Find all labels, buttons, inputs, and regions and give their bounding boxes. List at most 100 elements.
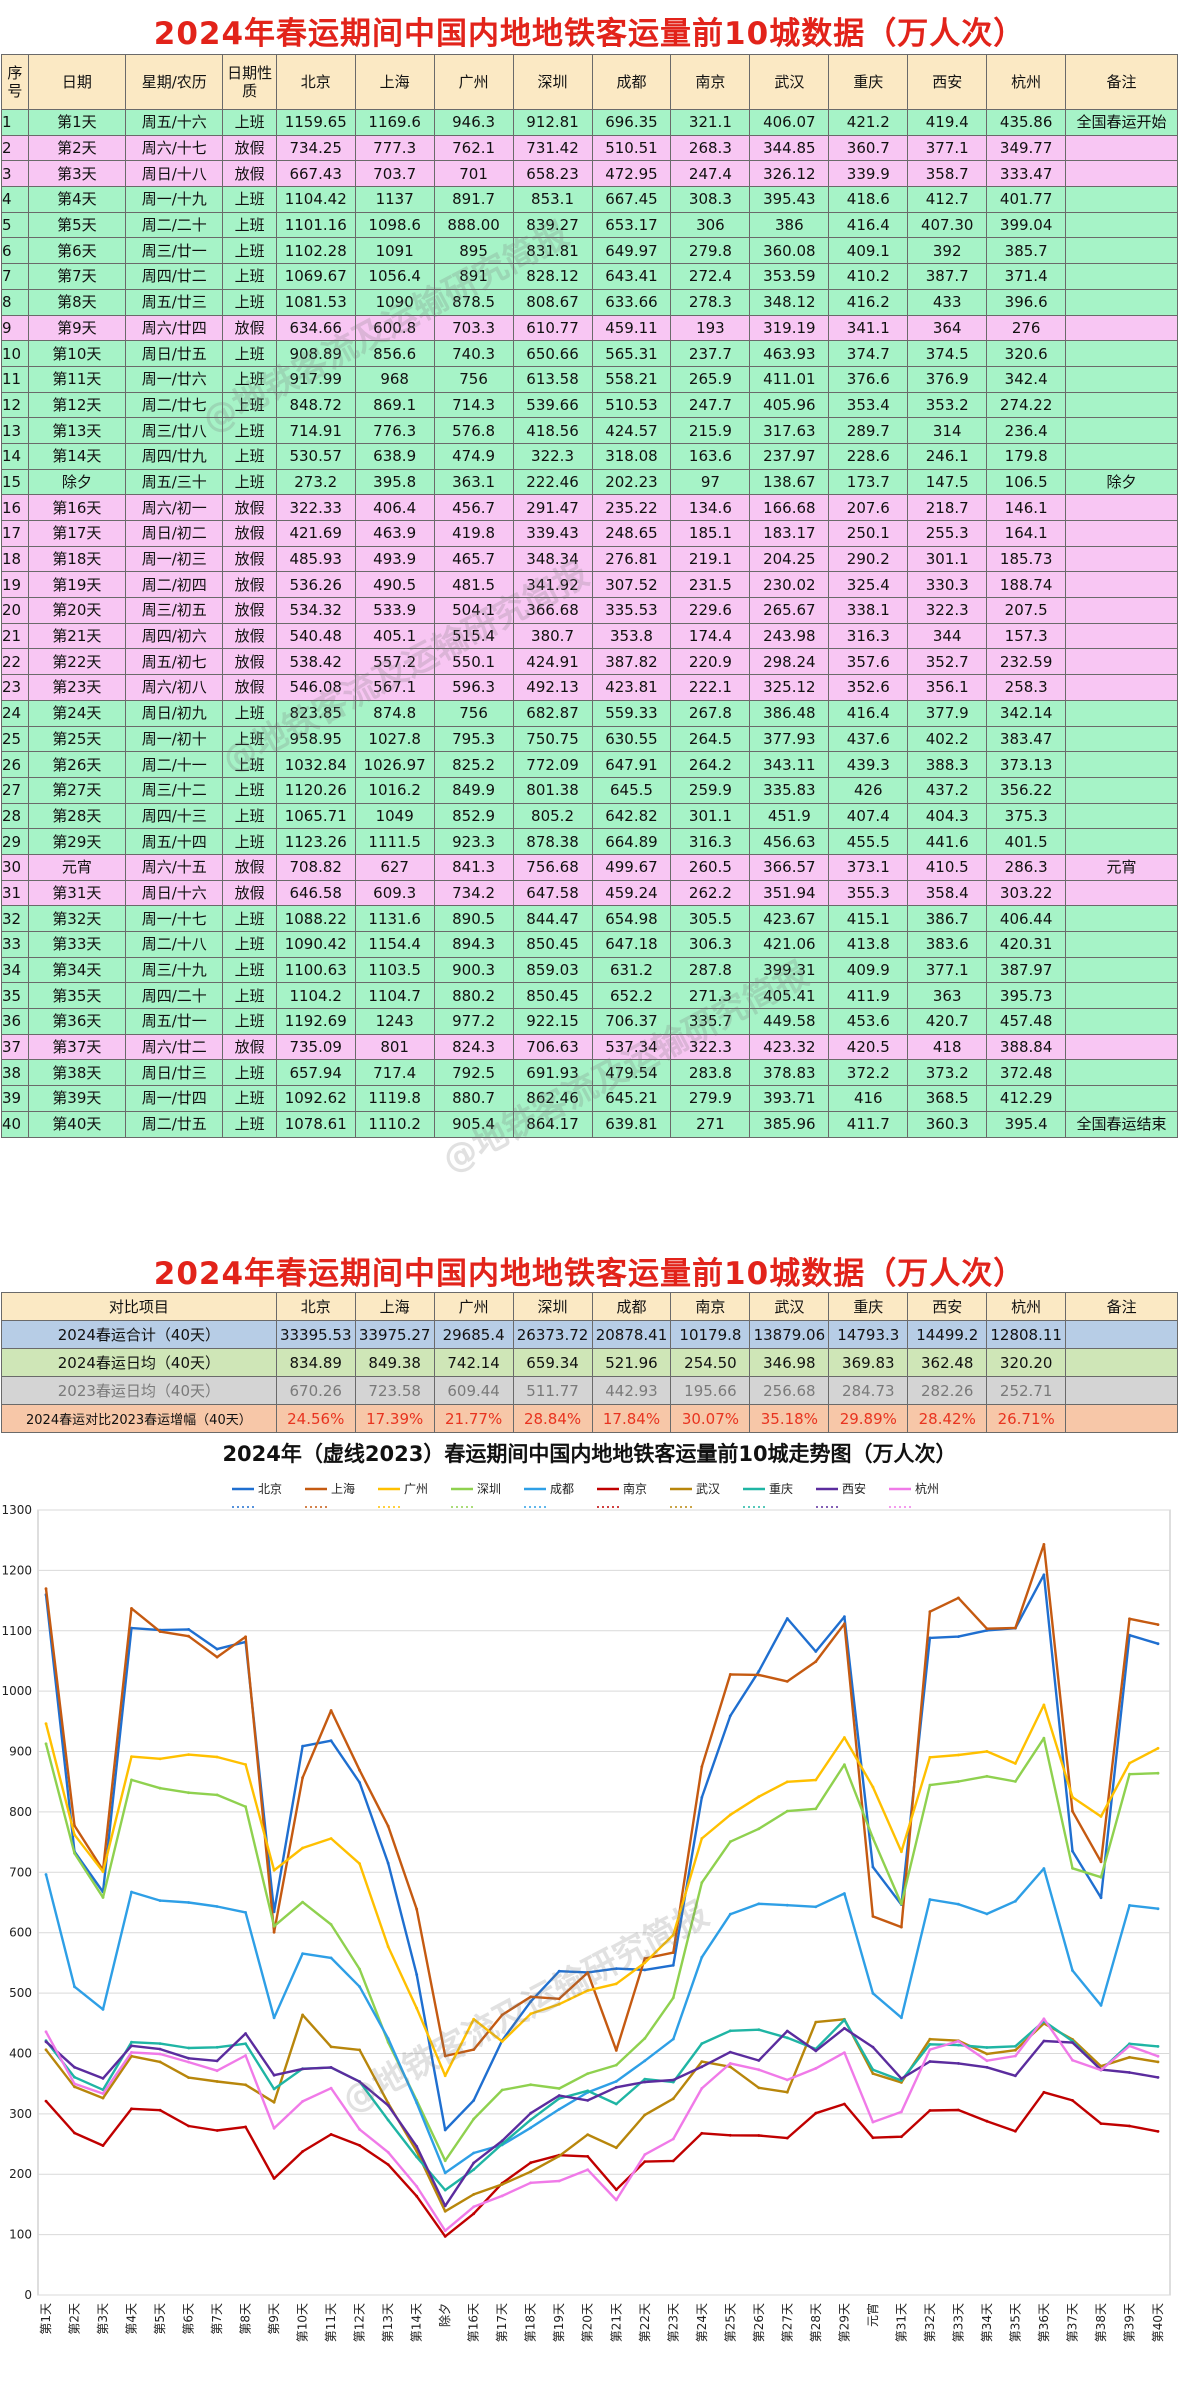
comparison-cell — [1065, 1320, 1178, 1349]
table-cell: 周五/十四 — [125, 828, 224, 855]
table-cell: 上班 — [222, 725, 277, 753]
data-point — [215, 2069, 219, 2073]
table-cell: 173.7 — [828, 468, 909, 496]
data-point — [73, 1851, 76, 1855]
table-cell: 273.2 — [275, 468, 356, 496]
data-point — [557, 2107, 561, 2111]
data-point — [985, 1627, 989, 1631]
table-cell: 264.5 — [670, 725, 751, 753]
table-cell: 650.66 — [512, 340, 593, 367]
data-point — [871, 2068, 875, 2072]
data-point — [900, 1850, 903, 1854]
table-cell: 21 — [1, 622, 29, 650]
table-cell: 272.4 — [670, 263, 751, 290]
table-cell: 上班 — [222, 288, 277, 316]
table-cell: 844.47 — [512, 905, 593, 932]
table-cell: 上班 — [222, 1059, 277, 1087]
data-point — [614, 2102, 618, 2106]
data-point — [643, 2080, 647, 2084]
table-cell: 周四/十三 — [125, 802, 224, 830]
table-cell: 207.6 — [828, 494, 909, 521]
table-cell: 850.45 — [512, 982, 593, 1010]
x-tick-label: 第39天 — [1122, 2303, 1136, 2342]
data-point — [643, 1968, 647, 1972]
table-cell: 366.57 — [749, 853, 830, 881]
comparison-cell: 2024春运对比2023春运增幅（40天） — [1, 1404, 277, 1433]
table-cell: 322.3 — [670, 1033, 751, 1061]
table-cell: 613.58 — [512, 365, 593, 393]
column-header: 西安 — [907, 54, 988, 110]
data-point — [244, 1805, 248, 1809]
data-point — [158, 1757, 162, 1761]
data-point — [272, 1924, 276, 1928]
table-row: 30 元宵 周六/十五 放假 708.82 627 841.3 756.68 499.67 260… — [1, 853, 1178, 881]
table-cell — [1065, 931, 1178, 958]
data-point — [643, 2077, 647, 2081]
table-cell: 1243 — [354, 1008, 435, 1035]
table-cell: 元宵 — [1065, 853, 1178, 881]
table-cell — [1065, 622, 1178, 650]
data-point — [757, 1827, 761, 1831]
x-tick-label: 第36天 — [1037, 2303, 1051, 2342]
table-cell: 35 — [1, 982, 29, 1010]
series-line — [44, 2017, 1159, 2232]
data-point — [101, 1896, 105, 1899]
comparison-row: 2023春运日均（40天） 670.26 723.58 609.44 511.77 442… — [1, 1376, 1178, 1405]
table-cell: 周日/初二 — [125, 520, 224, 547]
table-cell: 除夕 — [27, 468, 127, 496]
comparison-cell: 20878.41 — [591, 1320, 672, 1349]
data-point — [871, 2136, 875, 2140]
data-point — [1156, 2045, 1160, 2048]
data-point — [472, 2161, 476, 2165]
table-cell: 周六/十五 — [125, 853, 224, 881]
table-cell: 第13天 — [27, 417, 127, 444]
comparison-cell: 33975.27 — [354, 1320, 435, 1349]
comparison-cell: 29685.4 — [433, 1320, 514, 1349]
table-cell: 204.25 — [749, 545, 830, 573]
data-point — [928, 1636, 932, 1640]
data-point — [386, 1824, 390, 1828]
table-cell: 923.3 — [433, 828, 514, 855]
data-point — [1099, 1860, 1103, 1864]
table-cell: 1131.6 — [354, 905, 435, 932]
table-cell: 17 — [1, 520, 29, 547]
table-cell: 307.52 — [591, 571, 672, 599]
table-cell: 682.87 — [512, 699, 593, 727]
table-cell: 342.4 — [986, 365, 1067, 393]
table-cell: 上班 — [222, 109, 277, 136]
data-point — [529, 2181, 533, 2185]
table-cell: 106.5 — [986, 468, 1067, 496]
data-point — [73, 1985, 76, 1989]
table-cell: 周六/廿四 — [125, 314, 224, 342]
table-cell: 271 — [670, 1110, 751, 1138]
table-cell: 647.91 — [591, 751, 672, 778]
data-point — [671, 2037, 675, 2041]
table-cell: 1065.71 — [275, 802, 356, 830]
column-header: 深圳 — [512, 1292, 593, 1321]
table-cell: 353.8 — [591, 622, 672, 650]
table-cell: 第17天 — [27, 520, 127, 547]
data-point — [928, 1783, 932, 1787]
x-tick-label: 第4天 — [125, 2303, 139, 2335]
table-cell: 402.2 — [907, 725, 988, 753]
table-cell: 404.3 — [907, 802, 988, 830]
table-cell: 630.55 — [591, 725, 672, 753]
data-point — [101, 2092, 105, 2095]
table-cell: 上班 — [222, 828, 277, 855]
data-point — [73, 2075, 76, 2079]
table-cell — [1065, 982, 1178, 1010]
table-cell: 放假 — [222, 879, 277, 907]
table-cell: 247.7 — [670, 391, 751, 419]
table-cell: 5 — [1, 211, 29, 239]
data-point — [928, 2048, 932, 2051]
table-cell: 上班 — [222, 237, 277, 265]
table-cell: 917.99 — [275, 365, 356, 393]
table-cell: 周二/廿七 — [125, 391, 224, 419]
table-cell: 421.2 — [828, 109, 909, 136]
data-point — [728, 2050, 732, 2054]
y-tick-label: 0 — [24, 2288, 32, 2302]
table-cell: 第25天 — [27, 725, 127, 753]
table-row: 5 第5天 周二/二十 上班 1101.16 1098.6 888.00 839.27 653.… — [1, 211, 1178, 239]
legend-label: 重庆 — [769, 1482, 793, 1496]
data-point — [1042, 1736, 1046, 1740]
